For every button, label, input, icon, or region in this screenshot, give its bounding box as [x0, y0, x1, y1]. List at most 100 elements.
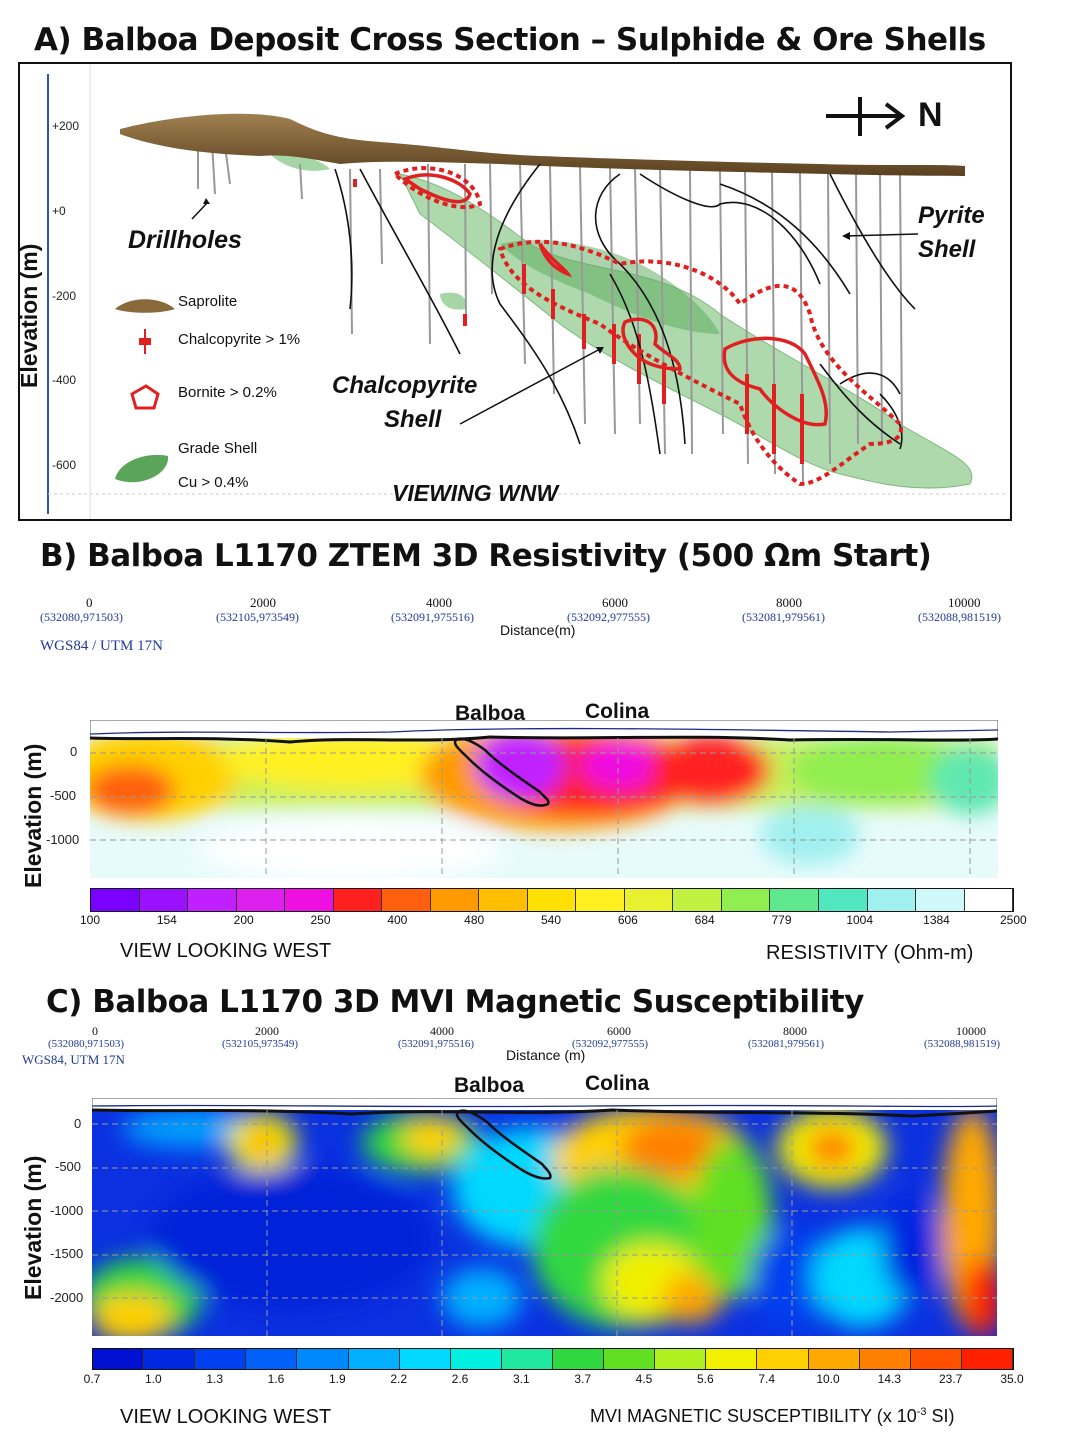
resistivity-swatch	[624, 889, 674, 911]
saprolite-swatch	[115, 299, 175, 313]
b-ytick-500: -500	[50, 788, 77, 803]
mvi-colorbar	[92, 1348, 1014, 1370]
cross-section-graphic	[47, 64, 1005, 519]
legend-grade-shell: Grade Shell	[178, 440, 258, 457]
c-dist-4000: 4000	[430, 1024, 454, 1038]
resistivity-swatch	[479, 889, 528, 911]
bornite-outlines	[401, 173, 828, 427]
resistivity-swatch	[916, 889, 965, 911]
balboa-outline-b	[453, 737, 550, 807]
chalcopyrite-shell-outline	[391, 166, 903, 487]
mvi-tick-label: 1.3	[206, 1372, 223, 1386]
mvi-swatch	[706, 1349, 758, 1369]
b-dist-2000: 2000	[250, 595, 276, 610]
mvi-tick-label: 3.1	[512, 1372, 530, 1386]
mvi-tick-label: 7.4	[758, 1372, 775, 1386]
b-caption-right: RESISTIVITY (Ohm-m)	[766, 942, 974, 964]
resistivity-tick-label: 606	[617, 913, 638, 927]
resistivity-tick-label: 200	[233, 913, 254, 927]
c-coord-8000: (532081,979561)	[748, 1038, 825, 1050]
c-ytick-1000: -1000	[50, 1203, 84, 1218]
legend-saprolite: Saprolite	[178, 293, 238, 310]
c-dist-0: 0	[92, 1024, 98, 1038]
resistivity-tick-label: 1004	[846, 913, 874, 927]
grade-shell-swatch	[115, 454, 169, 483]
mvi-swatch	[450, 1349, 502, 1369]
mvi-tick-label: 5.6	[696, 1372, 714, 1386]
resistivity-swatch	[139, 889, 189, 911]
c-coord-6000: (532092,977555)	[572, 1038, 649, 1050]
mvi-swatch	[655, 1349, 707, 1369]
pyrite-shell-lines	[334, 163, 916, 455]
mvi-tick-label: 35.0	[1000, 1372, 1024, 1386]
b-dist-10000: 10000	[948, 595, 981, 610]
c-coord-4000: (532091,975516)	[398, 1038, 475, 1050]
c-projection: WGS84, UTM 17N	[22, 1052, 125, 1067]
a-ytick-m600: -600	[52, 458, 77, 472]
mvi-swatch	[757, 1349, 809, 1369]
b-coord-4000: (532091,975516)	[391, 610, 474, 624]
balboa-outline-c	[455, 1109, 552, 1180]
b-coord-0: (532080,971503)	[40, 610, 123, 624]
mvi-colorbar-ticks: 0.7 1.0 1.3 1.6 1.9 2.2 2.6 3.1 3.7 4.5 5.6 7.4 10.0…	[84, 1372, 1024, 1388]
b-projection: WGS84 / UTM 17N	[40, 638, 163, 654]
c-caption-left: VIEW LOOKING WEST	[120, 1406, 332, 1428]
b-balboa-label: Balboa	[455, 702, 526, 725]
mvi-swatch	[399, 1349, 451, 1369]
resistivity-colorbar	[90, 888, 1014, 912]
chalco-shell-label-1: Chalcopyrite	[332, 372, 478, 399]
c-dist-2000: 2000	[255, 1024, 279, 1038]
resistivity-swatch	[721, 889, 771, 911]
resistivity-swatch	[527, 889, 577, 911]
panel-a-title: A) Balboa Deposit Cross Section – Sulphi…	[34, 22, 986, 58]
c-caption-right-sup: -3	[916, 1406, 927, 1418]
resistivity-swatch	[576, 889, 625, 911]
c-dist-6000: 6000	[607, 1024, 631, 1038]
resistivity-graphic	[89, 719, 999, 879]
panel-b-ylabel: Elevation (m)	[20, 743, 46, 888]
pyrite-shell-label-2: Shell	[918, 236, 976, 263]
resistivity-swatch	[964, 889, 1014, 911]
c-coord-10000: (532088,981519)	[924, 1038, 1001, 1050]
panel-c-ylabel: Elevation (m)	[20, 1155, 46, 1300]
b-dist-0: 0	[86, 595, 93, 610]
a-ytick-m400: -400	[52, 373, 77, 387]
c-dist-10000: 10000	[956, 1024, 986, 1038]
panel-c-title: C) Balboa L1170 3D MVI Magnetic Suscepti…	[46, 984, 864, 1020]
resistivity-swatch	[188, 889, 237, 911]
a-ytick-m200: -200	[52, 289, 77, 303]
resistivity-tick-label: 154	[156, 913, 177, 927]
c-colina-label: Colina	[585, 1072, 650, 1095]
resistivity-swatch	[333, 889, 383, 911]
mvi-tick-label: 14.3	[877, 1372, 901, 1386]
mvi-tick-label: 23.7	[938, 1372, 963, 1386]
north-label: N	[918, 96, 943, 134]
panel-b-title: B) Balboa L1170 ZTEM 3D Resistivity (500…	[40, 538, 932, 574]
resistivity-swatch	[818, 889, 868, 911]
c-coord-2000: (532105,973549)	[222, 1038, 299, 1050]
resistivity-colorbar-ticks: 100 154 200 250 400 480 540 606 684 779 1004 1384 25…	[80, 913, 1027, 929]
c-caption-right-end: SI)	[926, 1406, 955, 1426]
b-colina-label: Colina	[585, 700, 650, 723]
resistivity-tick-label: 250	[310, 913, 331, 927]
legend-chalcopyrite: Chalcopyrite > 1%	[178, 331, 301, 348]
resistivity-tick-label: 540	[540, 913, 562, 927]
legend-cu: Cu > 0.4%	[178, 474, 249, 491]
bornite-outline	[130, 384, 160, 410]
c-ytick-2000: -2000	[50, 1290, 84, 1305]
c-caption-right: MVI MAGNETIC SUSCEPTIBILITY (x 10-3 SI)	[590, 1406, 955, 1427]
mvi-swatch	[195, 1349, 247, 1369]
resistivity-tick-label: 400	[387, 913, 408, 927]
c-balboa-label: Balboa	[454, 1074, 525, 1097]
mvi-swatch	[604, 1349, 656, 1369]
resistivity-tick-label: 2500	[1000, 913, 1027, 927]
mvi-tick-label: 10.0	[816, 1372, 840, 1386]
resistivity-swatch	[285, 889, 334, 911]
mvi-swatch	[552, 1349, 605, 1369]
resistivity-tick-label: 100	[79, 913, 101, 927]
mvi-swatch	[961, 1349, 1013, 1369]
mvi-swatch	[501, 1349, 553, 1369]
b-ytick-0: 0	[70, 744, 78, 759]
grade-shell	[399, 173, 973, 489]
saprolite-surface	[120, 113, 965, 176]
